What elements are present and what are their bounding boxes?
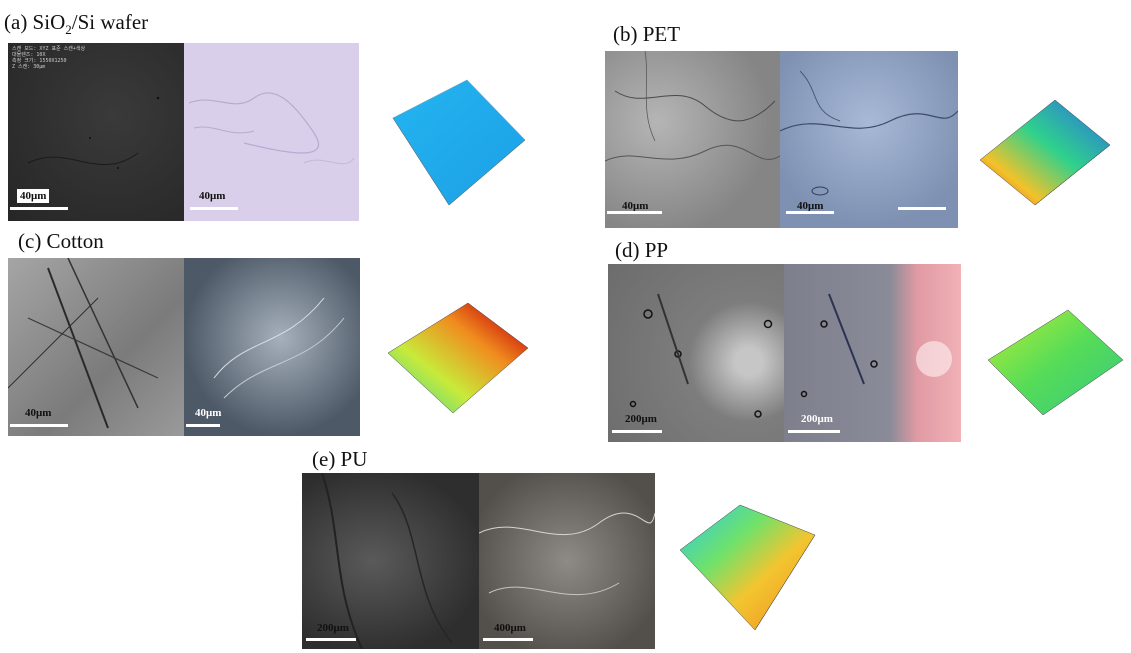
scale-bar-a2 (190, 207, 238, 210)
scale-bar-c2 (186, 424, 220, 427)
scale-label-c2: 40μm (195, 407, 222, 419)
scale-label-b2: 40μm (797, 200, 824, 212)
scale-label-a1: 40μm (17, 189, 50, 203)
scale-bar-e2 (483, 638, 533, 641)
pp-3d-profile (987, 309, 1124, 416)
scale-bar-e1 (306, 638, 356, 641)
scale-bar-b2 (786, 211, 834, 214)
panel-c-title: (c) Cotton (18, 229, 104, 253)
scale-bar-b3 (898, 207, 946, 210)
panel-d-title: (d) PP (615, 238, 669, 262)
scale-bar-d1 (612, 430, 662, 433)
wafer-sem-image: 스캔 모드: XYZ 표준 스캔+색상 대물렌즈: 10X 측정 크기: 1550X… (8, 43, 184, 221)
pet-3d-profile (979, 99, 1111, 206)
scale-bar-d2 (788, 430, 840, 433)
cotton-optical-image: 40μm (184, 258, 360, 436)
pet-sem-image: 40μm (605, 51, 780, 228)
scale-bar-b1 (607, 211, 662, 214)
panel-b-title: (b) PET (613, 22, 681, 46)
pet-optical-image: 40μm (780, 51, 958, 228)
pp-optical-image: 200μm (784, 264, 961, 442)
cotton-sem-image: 40μm (8, 258, 184, 436)
scale-label-e2: 400μm (494, 622, 526, 634)
panel-a-title: (a) SiO2/Si wafer (4, 10, 149, 38)
wafer-3d-profile (392, 79, 526, 206)
scale-label-a2: 40μm (199, 190, 226, 202)
scale-label-c1: 40μm (25, 407, 52, 419)
scale-label-e1: 200μm (317, 622, 349, 634)
scale-bar-a1 (10, 207, 68, 210)
pp-sem-image: 200μm (608, 264, 784, 442)
pu-optical-image: 400μm (479, 473, 655, 649)
scale-label-b1: 40μm (622, 200, 649, 212)
panel-e-title: (e) PU (312, 447, 368, 471)
scale-label-d1: 200μm (625, 413, 657, 425)
pu-sem-image: 200μm (302, 473, 479, 649)
wafer-optical-image: 40μm (184, 43, 359, 221)
pu-3d-profile (679, 504, 816, 631)
scale-label-d2: 200μm (801, 413, 833, 425)
scale-bar-c1 (10, 424, 68, 427)
cotton-3d-profile (387, 302, 529, 414)
